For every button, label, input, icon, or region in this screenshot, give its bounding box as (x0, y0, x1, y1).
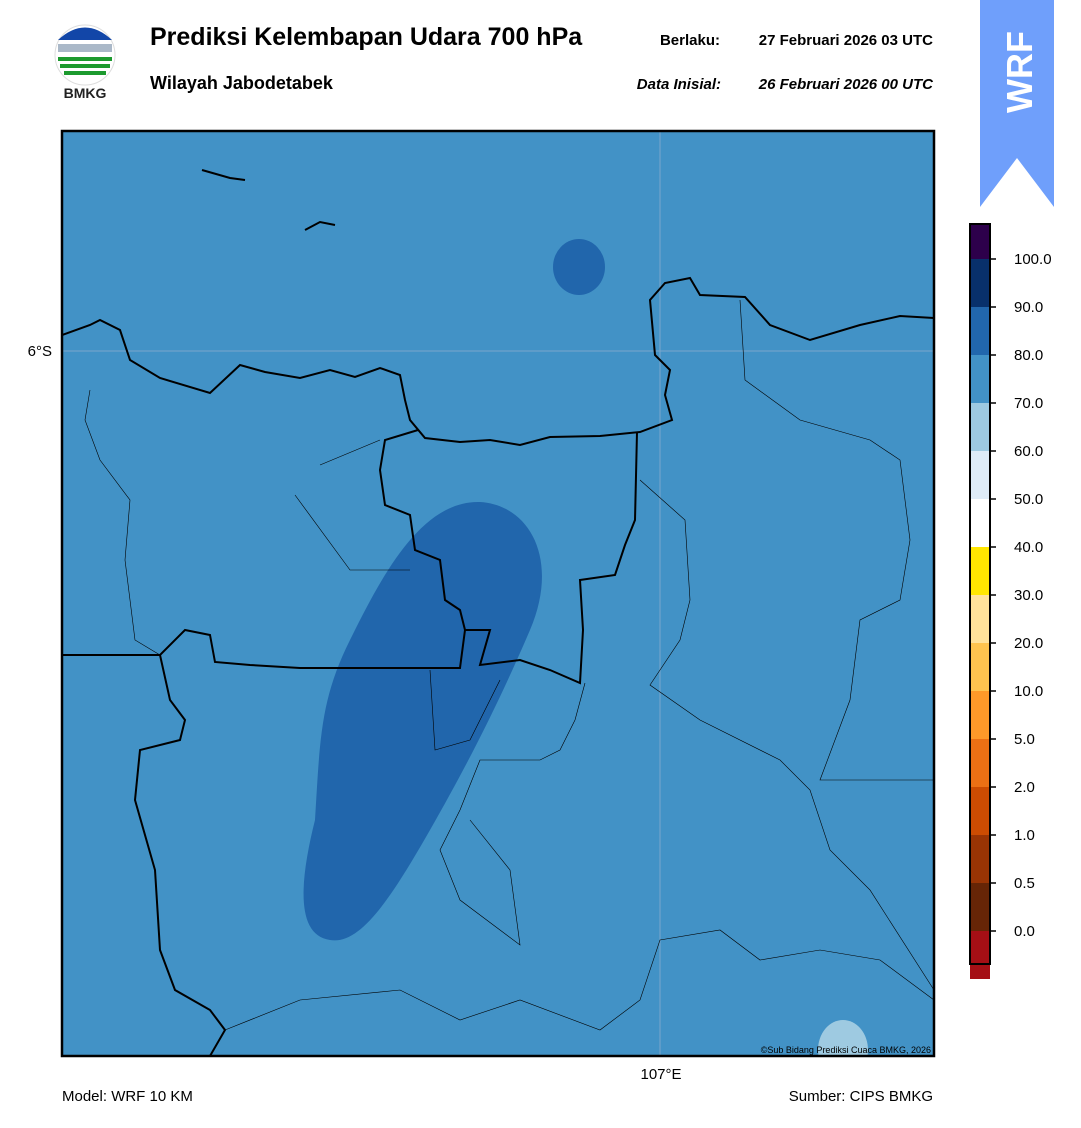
colorbar-tick-label: 0.0 (1014, 923, 1035, 940)
colorbar-segment (970, 403, 990, 451)
model-note: Model: WRF 10 KM (62, 1088, 193, 1105)
wrf-badge: WRF (980, 0, 1054, 207)
colorbar-segment (970, 499, 990, 547)
colorbar-segment (970, 259, 990, 307)
colorbar-segment (970, 931, 990, 979)
colorbar-segment (970, 787, 990, 835)
colorbar-tick-label: 0.5 (1014, 875, 1035, 892)
colorbar-tick-label: 2.0 (1014, 779, 1035, 796)
colorbar-segment (970, 595, 990, 643)
colorbar-segment (970, 307, 990, 355)
map-frame (60, 129, 936, 1058)
valid-time: 27 Februari 2026 03 UTC (759, 32, 933, 49)
colorbar-segment (970, 691, 990, 739)
init-label: Data Inisial: (637, 76, 721, 93)
colorbar-segment (970, 355, 990, 403)
humidity-patch (818, 1020, 868, 1056)
colorbar-segment (970, 547, 990, 595)
humidity-core (303, 501, 542, 941)
coastline (62, 169, 934, 447)
colorbar-segment (970, 739, 990, 787)
colorbar-tick-label: 60.0 (1014, 443, 1043, 460)
colorbar-tick-label: 10.0 (1014, 683, 1043, 700)
district-border (84, 299, 934, 1031)
colorbar-segment (970, 643, 990, 691)
init-time: 26 Februari 2026 00 UTC (758, 76, 934, 93)
colorbar-tick-label: 50.0 (1014, 491, 1043, 508)
colorbar-segment (970, 835, 990, 883)
colorbar-tick-label: 70.0 (1014, 395, 1043, 412)
copyright: ©Sub Bidang Prediksi Cuaca BMKG, 2026 (761, 1045, 931, 1055)
humidity-core (553, 239, 605, 295)
logo-text: BMKG (64, 85, 107, 101)
colorbar-tick-label: 1.0 (1014, 827, 1035, 844)
colorbar-tick-label: 30.0 (1014, 587, 1043, 604)
map: 6°S 107°E ©Sub Bidang Prediksi Cuaca BMK… (28, 129, 936, 1083)
lat-label: 6°S (28, 343, 52, 360)
colorbar-tick-label: 5.0 (1014, 731, 1035, 748)
colorbar-tick-label: 20.0 (1014, 635, 1043, 652)
title: Prediksi Kelembapan Udara 700 hPa (150, 23, 583, 51)
colorbar-frame (969, 223, 991, 965)
colorbar-tick-label: 40.0 (1014, 539, 1043, 556)
colorbar-segment (970, 883, 990, 931)
source-note: Sumber: CIPS BMKG (789, 1088, 933, 1105)
colorbar-segment (970, 451, 990, 499)
colorbar-tick-label: 90.0 (1014, 299, 1043, 316)
badge-text: WRF (999, 31, 1040, 113)
colorbar: 100.0 90.0 80.0 70.0 60.0 50.0 40.0 30.0 20.0 10.… (969, 223, 1052, 979)
colorbar-tick-label: 100.0 (1014, 251, 1052, 268)
valid-label: Berlaku: (660, 32, 720, 49)
province-border (62, 429, 638, 1056)
subtitle: Wilayah Jabodetabek (150, 73, 334, 93)
bmkg-logo: BMKG (54, 24, 116, 101)
colorbar-segment (970, 224, 990, 259)
lon-label: 107°E (640, 1066, 681, 1083)
colorbar-tick-label: 80.0 (1014, 347, 1043, 364)
